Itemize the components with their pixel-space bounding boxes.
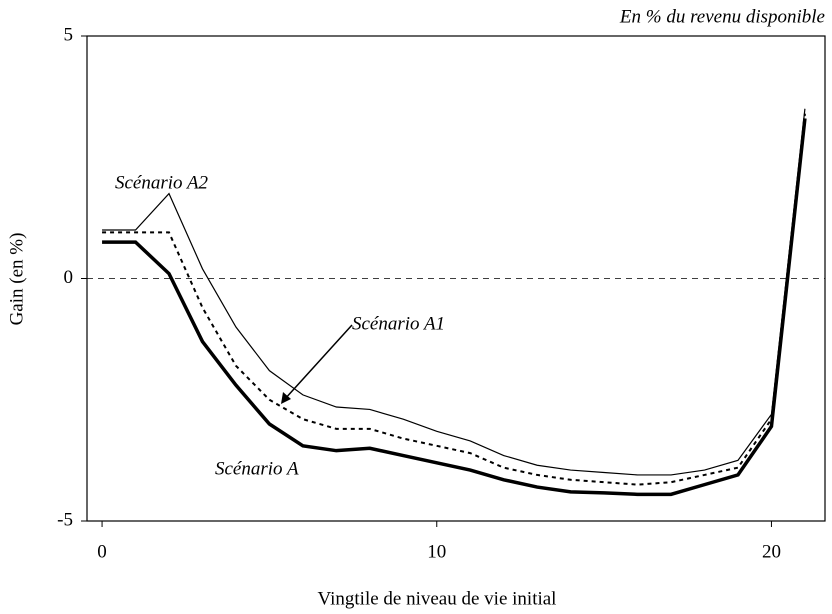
y-tick-label: -5 — [57, 509, 73, 530]
series-label: Scénario A2 — [115, 172, 209, 193]
x-tick-label: 20 — [762, 541, 781, 562]
arrow-head — [281, 392, 291, 404]
y-tick-label: 0 — [64, 267, 74, 288]
y-axis-label: Gain (en %) — [6, 233, 27, 326]
series-line — [102, 113, 806, 486]
x-tick-label: 10 — [427, 541, 446, 562]
x-tick-label: 0 — [97, 541, 107, 562]
series-line — [102, 118, 807, 497]
y-tick-label: 5 — [64, 24, 74, 45]
subtitle: En % du revenu disponible — [619, 6, 825, 27]
series-line — [102, 108, 806, 476]
series-label: Scénario A1 — [352, 313, 445, 334]
series-label: Scénario A — [215, 458, 299, 479]
x-axis-label: Vingtile de niveau de vie initial — [318, 588, 557, 609]
annotation-arrow — [283, 324, 353, 401]
